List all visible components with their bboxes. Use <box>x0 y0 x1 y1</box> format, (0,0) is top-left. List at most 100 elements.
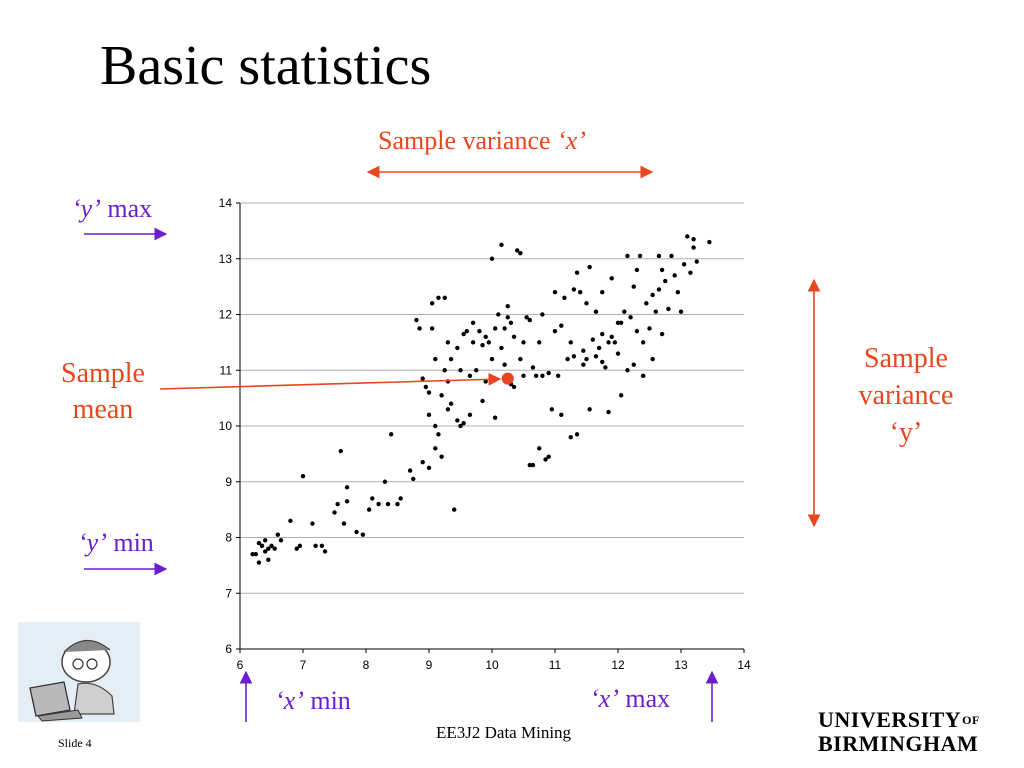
data-point <box>634 267 640 273</box>
data-point <box>505 315 510 320</box>
data-point <box>590 337 595 342</box>
data-point <box>448 356 454 362</box>
x-tick-label: 8 <box>363 658 370 672</box>
data-point <box>555 373 561 379</box>
data-point <box>464 329 469 334</box>
data-point <box>666 306 671 312</box>
data-point <box>552 329 558 334</box>
y-tick-label: 12 <box>219 308 233 322</box>
data-point <box>609 276 614 281</box>
data-point <box>571 354 577 359</box>
data-point <box>618 320 624 326</box>
x-tick-label: 12 <box>611 658 625 672</box>
data-point <box>584 301 589 306</box>
y-min-word: min <box>106 528 154 557</box>
data-point <box>420 460 425 465</box>
data-point <box>603 365 608 370</box>
data-point <box>470 340 476 345</box>
data-point <box>426 390 432 395</box>
data-point <box>546 370 551 376</box>
x-max-word: max <box>618 684 671 713</box>
data-point <box>562 295 567 300</box>
data-point <box>385 501 391 507</box>
data-point <box>634 329 640 334</box>
data-point <box>335 501 340 507</box>
data-point <box>559 323 564 328</box>
data-point <box>470 320 476 326</box>
y-tick-label: 6 <box>225 642 232 656</box>
data-point <box>455 418 460 423</box>
x-tick-label: 7 <box>300 658 307 672</box>
x-tick-label: 10 <box>485 658 499 672</box>
sample-variance-x-label: Sample variance ‘x’ <box>378 126 586 156</box>
data-point <box>445 340 451 345</box>
data-point <box>540 373 545 379</box>
data-point <box>584 356 589 362</box>
logo-line2: BIRMINGHAM <box>818 731 979 756</box>
data-point <box>628 315 633 320</box>
sample-variance-y-label: Sample variance ‘y’ <box>838 340 974 451</box>
data-point <box>442 368 447 373</box>
data-point <box>250 552 255 557</box>
footer-course: EE3J2 Data Mining <box>436 723 572 742</box>
data-point <box>429 326 435 331</box>
y-tick-label: 8 <box>225 531 232 545</box>
data-point <box>600 290 605 295</box>
x-tick-label: 14 <box>737 658 751 672</box>
data-point <box>436 295 441 300</box>
data-point <box>625 253 630 259</box>
data-point <box>511 384 517 390</box>
sample-mean-line2: mean <box>72 394 134 425</box>
data-point <box>433 356 438 362</box>
x-tick-label: 11 <box>549 658 562 672</box>
data-point <box>691 245 696 250</box>
data-point <box>530 462 536 468</box>
sample-mean-marker <box>501 372 514 385</box>
data-point <box>533 373 539 379</box>
y-tick-label: 10 <box>219 419 233 433</box>
data-point <box>581 362 586 367</box>
y-tick-label: 9 <box>225 475 232 489</box>
x-tick-label: 6 <box>237 658 244 672</box>
x-tick-label: 9 <box>426 658 433 672</box>
data-point <box>669 253 674 259</box>
y-tick-label: 13 <box>219 252 233 266</box>
data-point <box>467 373 473 379</box>
data-point <box>259 543 265 549</box>
y-tick-label: 14 <box>219 196 233 210</box>
data-point <box>685 234 690 239</box>
data-point <box>426 412 432 418</box>
data-point <box>568 434 573 440</box>
data-point <box>502 362 507 367</box>
data-point <box>615 351 621 356</box>
data-point <box>675 290 681 295</box>
data-point <box>571 287 577 292</box>
y-tick-label: 11 <box>220 363 233 377</box>
data-point <box>448 401 454 406</box>
data-point <box>565 356 570 362</box>
y-max-label: ‘y’ max <box>72 194 152 224</box>
data-point <box>650 356 655 362</box>
data-point <box>344 499 350 504</box>
data-point <box>707 239 712 245</box>
data-point <box>395 501 400 507</box>
data-point <box>499 242 504 248</box>
data-point <box>641 340 646 345</box>
data-point <box>429 301 435 306</box>
data-point <box>574 432 580 437</box>
data-point <box>537 340 542 345</box>
data-point <box>540 312 545 317</box>
data-point <box>530 365 536 370</box>
x-min-var: ‘x’ <box>275 686 304 715</box>
data-point <box>474 368 479 373</box>
sample-variance-y-line3: ‘y’ <box>889 417 923 448</box>
data-point <box>524 315 529 320</box>
data-point <box>653 309 658 314</box>
data-point <box>389 432 394 437</box>
data-point <box>694 259 699 264</box>
data-point <box>581 348 586 353</box>
data-point <box>647 326 652 331</box>
data-point <box>691 237 696 242</box>
x-max-label: ‘x’ max <box>590 684 670 714</box>
data-point <box>414 317 419 323</box>
